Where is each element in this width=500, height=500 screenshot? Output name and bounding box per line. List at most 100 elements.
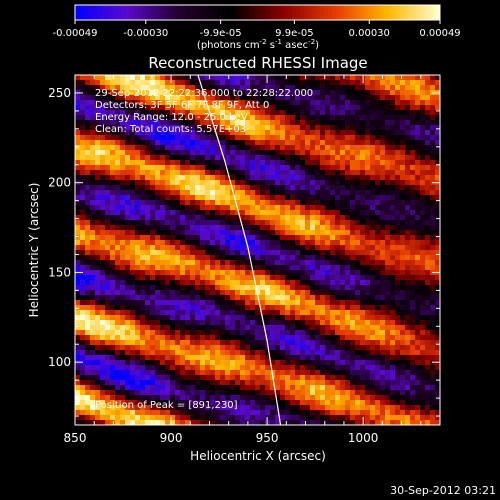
heatmap-cell	[145, 365, 151, 371]
heatmap-cell	[95, 405, 101, 411]
heatmap-cell	[390, 300, 396, 306]
heatmap-cell	[140, 200, 146, 206]
heatmap-cell	[210, 305, 216, 311]
heatmap-cell	[95, 350, 101, 356]
heatmap-cell	[150, 115, 156, 121]
heatmap-cell	[310, 280, 316, 286]
heatmap-cell	[185, 110, 191, 116]
heatmap-cell	[95, 345, 101, 351]
heatmap-cell	[80, 255, 86, 261]
heatmap-cell	[365, 120, 371, 126]
heatmap-cell	[120, 330, 126, 336]
heatmap-cell	[355, 225, 361, 231]
heatmap-cell	[150, 350, 156, 356]
heatmap-cell	[355, 390, 361, 396]
heatmap-cell	[425, 255, 431, 261]
heatmap-cell	[340, 205, 346, 211]
heatmap-cell	[355, 255, 361, 261]
heatmap-cell	[325, 210, 331, 216]
heatmap-cell	[95, 415, 101, 421]
heatmap-cell	[105, 140, 111, 146]
heatmap-cell	[345, 385, 351, 391]
heatmap-cell	[375, 400, 381, 406]
heatmap-cell	[315, 240, 321, 246]
heatmap-cell	[120, 185, 126, 191]
heatmap-cell	[255, 240, 261, 246]
heatmap-cell	[155, 305, 161, 311]
heatmap-cell	[295, 420, 301, 425]
heatmap-cell	[350, 390, 356, 396]
heatmap-cell	[250, 335, 256, 341]
heatmap-cell	[250, 300, 256, 306]
heatmap-cell	[140, 255, 146, 261]
heatmap-cell	[255, 415, 261, 421]
heatmap-cell	[375, 180, 381, 186]
heatmap-cell	[350, 240, 356, 246]
heatmap-cell	[175, 160, 181, 166]
heatmap-cell	[100, 185, 106, 191]
heatmap-cell	[130, 135, 136, 141]
heatmap-cell	[250, 375, 256, 381]
heatmap-cell	[395, 215, 401, 221]
heatmap-cell	[190, 250, 196, 256]
heatmap-cell	[240, 80, 246, 86]
heatmap-cell	[420, 260, 426, 266]
heatmap-cell	[90, 340, 96, 346]
heatmap-cell	[385, 130, 391, 136]
heatmap-cell	[265, 230, 271, 236]
heatmap-cell	[215, 195, 221, 201]
heatmap-cell	[305, 335, 311, 341]
heatmap-cell	[225, 415, 231, 421]
heatmap-cell	[225, 250, 231, 256]
heatmap-cell	[330, 370, 336, 376]
heatmap-cell	[370, 345, 376, 351]
heatmap-cell	[110, 265, 116, 271]
heatmap-cell	[175, 195, 181, 201]
heatmap-cell	[75, 280, 81, 286]
heatmap-cell	[215, 275, 221, 281]
heatmap-cell	[110, 325, 116, 331]
heatmap-cell	[255, 280, 261, 286]
heatmap-cell	[180, 385, 186, 391]
heatmap-cell	[95, 90, 101, 96]
heatmap-cell	[370, 420, 376, 425]
heatmap-cell	[200, 270, 206, 276]
heatmap-cell	[135, 325, 141, 331]
heatmap-cell	[170, 75, 176, 81]
heatmap-cell	[150, 205, 156, 211]
heatmap-cell	[240, 405, 246, 411]
heatmap-cell	[425, 270, 431, 276]
heatmap-cell	[105, 115, 111, 121]
heatmap-cell	[200, 285, 206, 291]
heatmap-cell	[425, 410, 431, 416]
heatmap-cell	[350, 165, 356, 171]
heatmap-cell	[120, 285, 126, 291]
heatmap-cell	[240, 180, 246, 186]
heatmap-cell	[170, 215, 176, 221]
heatmap-cell	[390, 185, 396, 191]
heatmap-cell	[420, 220, 426, 226]
heatmap-cell	[365, 95, 371, 101]
heatmap-cell	[160, 390, 166, 396]
heatmap-cell	[235, 340, 241, 346]
heatmap-cell	[425, 360, 431, 366]
heatmap-cell	[275, 115, 281, 121]
heatmap-cell	[85, 90, 91, 96]
heatmap-cell	[385, 170, 391, 176]
heatmap-cell	[220, 340, 226, 346]
heatmap-cell	[290, 340, 296, 346]
heatmap-cell	[130, 360, 136, 366]
heatmap-cell	[270, 315, 276, 321]
heatmap-cell	[135, 370, 141, 376]
heatmap-cell	[310, 155, 316, 161]
heatmap-cell	[310, 320, 316, 326]
heatmap-cell	[390, 95, 396, 101]
heatmap-cell	[375, 370, 381, 376]
heatmap-cell	[300, 345, 306, 351]
heatmap-cell	[200, 360, 206, 366]
heatmap-cell	[375, 300, 381, 306]
heatmap-cell	[235, 135, 241, 141]
heatmap-cell	[185, 125, 191, 131]
heatmap-cell	[310, 205, 316, 211]
heatmap-cell	[195, 175, 201, 181]
